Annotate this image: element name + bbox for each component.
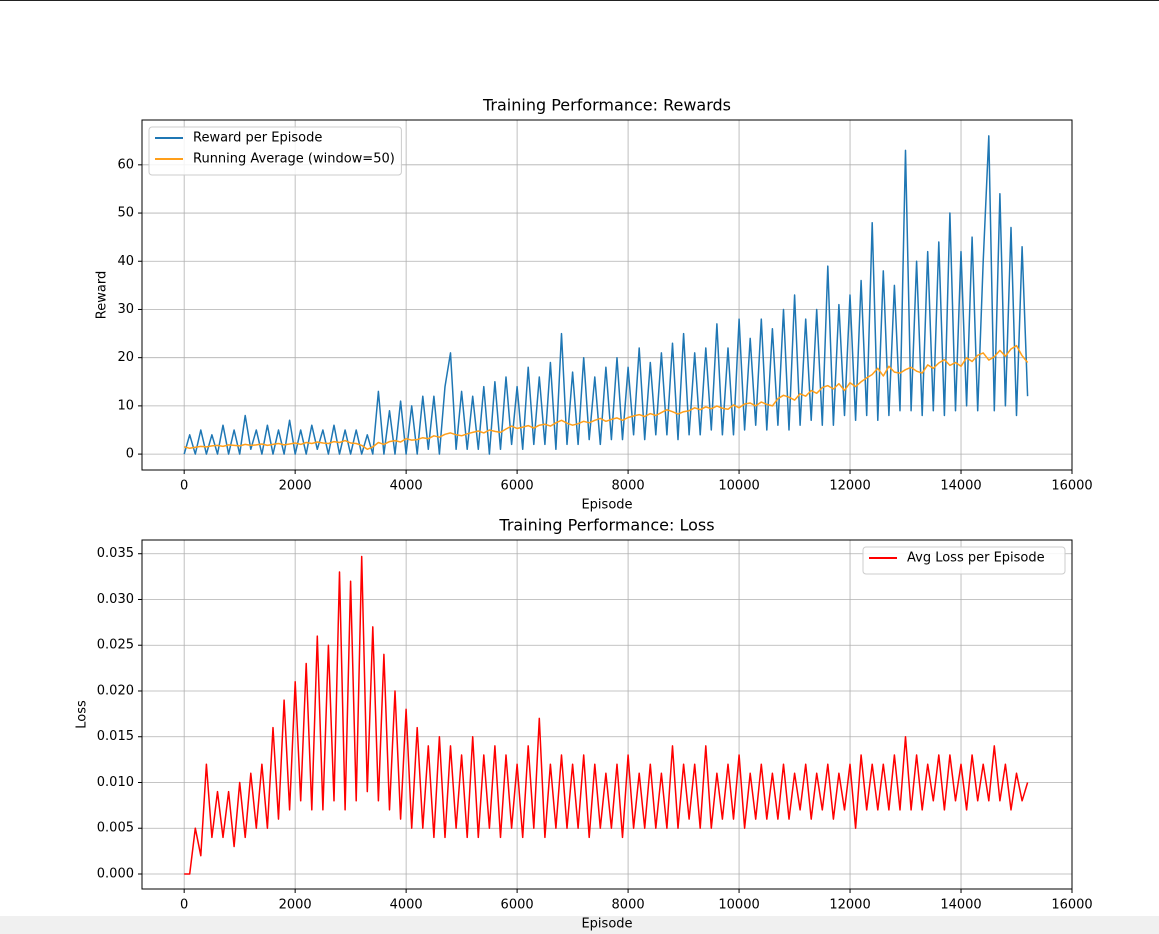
x-tick-label: 16000 [1051,898,1092,913]
x-tick-label: 10000 [718,898,759,913]
x-tick-label: 0 [180,898,188,913]
axes-frame [141,539,1073,890]
plot-area [184,555,1029,875]
y-tick-label: 50 [117,206,134,221]
y-tick-label: 0.020 [97,683,134,698]
x-tick-label: 8000 [612,898,645,913]
series-line [184,555,1029,875]
y-tick-label: 0.000 [97,866,134,881]
y-tick-label: 0 [126,447,134,462]
series-line [183,135,1029,455]
plot-area [183,135,1029,455]
y-axis-label: Loss [75,700,90,729]
axes-frame [141,119,1073,471]
y-tick-label: 20 [117,350,134,365]
x-tick-label: 16000 [1051,479,1092,494]
y-tick-label: 40 [117,254,134,269]
y-tick-label: 0.030 [97,592,134,607]
x-tick-label: 0 [180,479,188,494]
legend-label: Reward per Episode [193,131,322,146]
x-axis-label: Episode [581,917,632,932]
y-tick-label: 60 [117,157,134,172]
x-tick-label: 14000 [940,898,981,913]
y-axis-label: Reward [95,271,110,319]
y-tick-label: 0.010 [97,775,134,790]
window-footer [0,916,1159,934]
x-tick-label: 12000 [829,479,870,494]
y-tick-label: 0.015 [97,729,134,744]
chart-title: Training Performance: Loss [498,516,714,535]
x-tick-label: 2000 [279,898,312,913]
legend-box [148,126,402,176]
x-axis-label: Episode [581,498,632,513]
x-tick-label: 14000 [940,479,981,494]
y-tick-label: 0.005 [97,821,134,836]
y-tick-label: 30 [117,302,134,317]
chart-title: Training Performance: Rewards [482,96,731,115]
x-tick-label: 8000 [612,479,645,494]
x-tick-label: 4000 [390,479,423,494]
legend-box [862,546,1066,575]
y-tick-label: 0.025 [97,638,134,653]
x-tick-label: 4000 [390,898,423,913]
x-tick-label: 10000 [718,479,759,494]
legend-label: Running Average (window=50) [193,152,395,167]
x-tick-label: 2000 [279,479,312,494]
x-tick-label: 6000 [501,898,534,913]
y-tick-label: 0.035 [97,546,134,561]
x-tick-label: 6000 [501,479,534,494]
y-tick-label: 10 [117,398,134,413]
x-tick-label: 12000 [829,898,870,913]
series-line [184,344,1029,451]
legend-label: Avg Loss per Episode [907,551,1045,566]
